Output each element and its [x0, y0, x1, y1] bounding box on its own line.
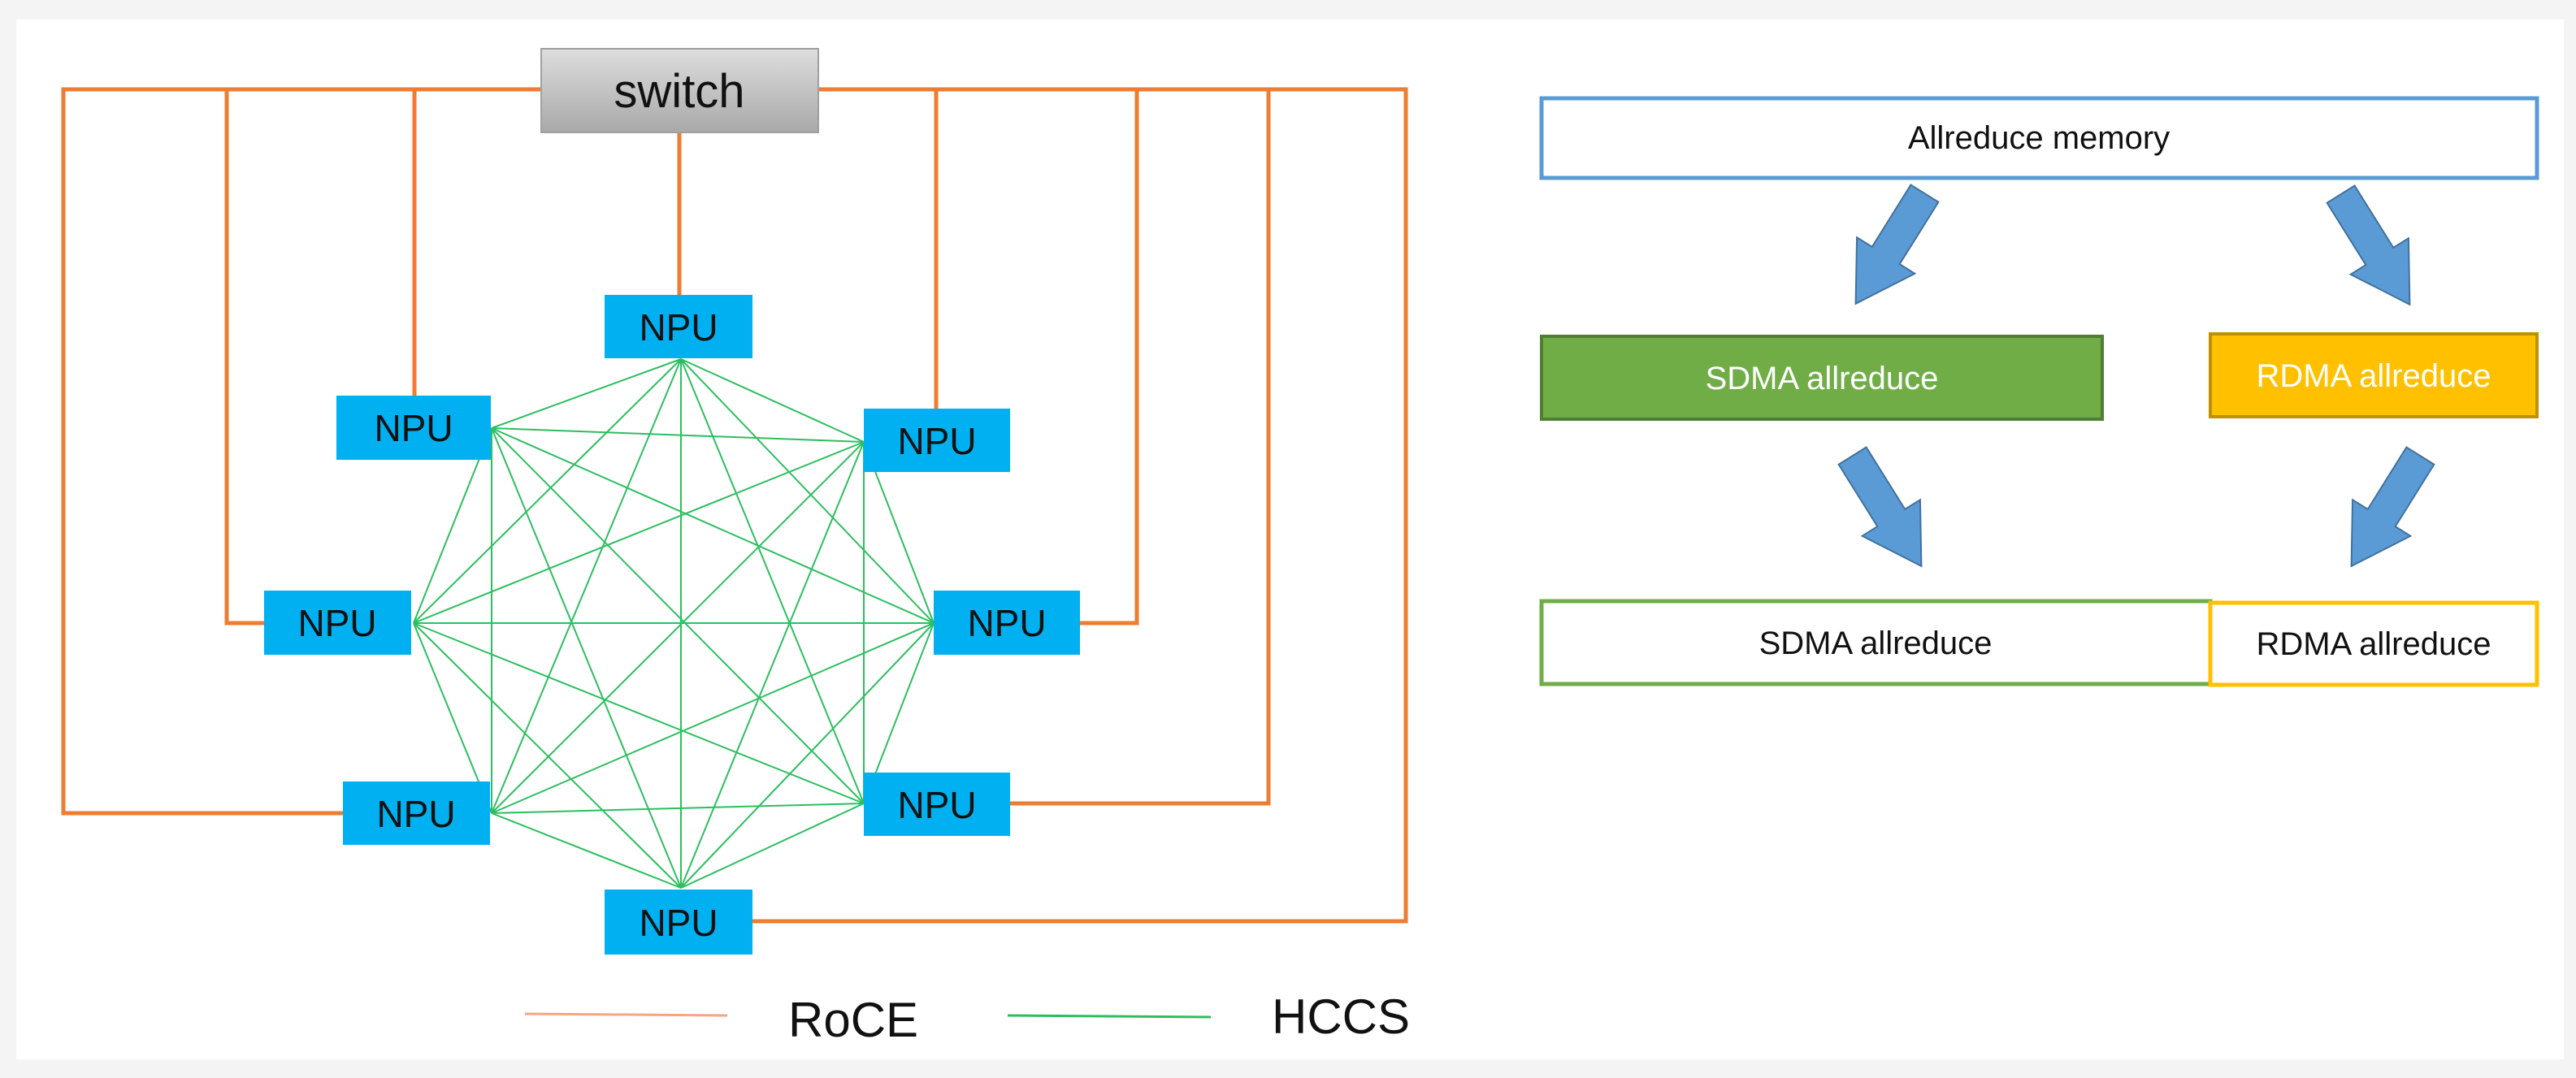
npu-label: NPU	[639, 306, 718, 349]
hccs-link	[413, 622, 865, 804]
legend: RoCE HCCS	[524, 989, 1410, 1047]
hccs-link	[680, 622, 935, 889]
hccs-link	[491, 427, 935, 624]
hccs-link	[863, 441, 935, 624]
hccs-link	[413, 622, 682, 889]
switch-node[interactable]: switch	[540, 48, 819, 133]
memory-label: Allreduce memory	[1908, 120, 2170, 156]
rdma-box: RDMA allreduce	[2209, 332, 2539, 418]
result-rdma-label: RDMA allreduce	[2256, 626, 2491, 662]
result-sdma-box: SDMA allreduce	[1539, 599, 2213, 686]
hccs-link	[680, 358, 935, 624]
memory-box: Allreduce memory	[1539, 96, 2539, 180]
legend-hccs-swatch	[1007, 1014, 1212, 1019]
sdma-label: SDMA allreduce	[1706, 361, 1939, 396]
npu-node-left[interactable]: NPU	[264, 591, 411, 655]
npu-label: NPU	[374, 407, 453, 449]
npu-label: NPU	[376, 793, 455, 835]
roce-link	[224, 89, 264, 626]
npu-label: NPU	[639, 902, 718, 944]
result-rdma-box: RDMA allreduce	[2208, 600, 2539, 687]
npu-node-top[interactable]: NPU	[605, 295, 752, 358]
npu-nodes: NPU NPU NPU NPU NPU NPU NPU NPU	[264, 295, 1080, 955]
hccs-link	[491, 427, 865, 804]
flow-arrows	[1837, 184, 2435, 568]
arrow-rdma-to-result-icon	[2350, 446, 2435, 568]
result-sdma-label: SDMA allreduce	[1759, 626, 1993, 661]
npu-node-lower-left[interactable]: NPU	[343, 781, 490, 845]
npu-node-right[interactable]: NPU	[934, 591, 1080, 655]
hccs-link	[491, 427, 865, 443]
hccs-link	[413, 441, 865, 624]
arrow-memory-to-rdma-icon	[2326, 184, 2411, 306]
hccs-link	[680, 358, 865, 443]
roce-links	[61, 87, 1408, 924]
sdma-box: SDMA allreduce	[1540, 335, 2104, 421]
roce-link	[752, 87, 1408, 924]
hccs-link	[413, 358, 682, 624]
roce-link	[1080, 89, 1139, 626]
npu-node-upper-left[interactable]: NPU	[336, 396, 491, 460]
npu-node-lower-right[interactable]: NPU	[864, 773, 1010, 836]
rdma-label: RDMA allreduce	[2256, 358, 2491, 394]
hccs-link	[413, 427, 492, 624]
hccs-link	[491, 803, 865, 814]
npu-node-bottom[interactable]: NPU	[605, 890, 752, 955]
hccs-link	[491, 812, 682, 889]
hccs-link	[680, 803, 865, 889]
arrow-memory-to-sdma-icon	[1854, 184, 1940, 305]
hccs-link	[491, 622, 935, 814]
roce-link	[1010, 89, 1271, 806]
roce-link	[61, 87, 541, 816]
npu-label: NPU	[897, 420, 976, 462]
legend-roce-label: RoCE	[788, 993, 918, 1047]
npu-node-upper-right[interactable]: NPU	[864, 409, 1010, 472]
hccs-mesh	[413, 358, 935, 889]
panel-background	[16, 19, 2564, 1059]
hccs-link	[680, 441, 865, 889]
arrow-sdma-to-result-icon	[1837, 446, 1923, 568]
npu-label: NPU	[297, 602, 376, 644]
hccs-link	[491, 441, 865, 814]
legend-hccs-label: HCCS	[1272, 989, 1410, 1044]
hccs-link	[491, 427, 682, 889]
npu-label: NPU	[897, 784, 976, 826]
npu-label: NPU	[967, 602, 1046, 644]
hccs-link	[491, 358, 682, 429]
legend-roce-swatch	[524, 1012, 728, 1017]
switch-label: switch	[614, 65, 744, 118]
allreduce-flow: Allreduce memory SDMA allreduce RDMA all…	[1539, 96, 2539, 687]
